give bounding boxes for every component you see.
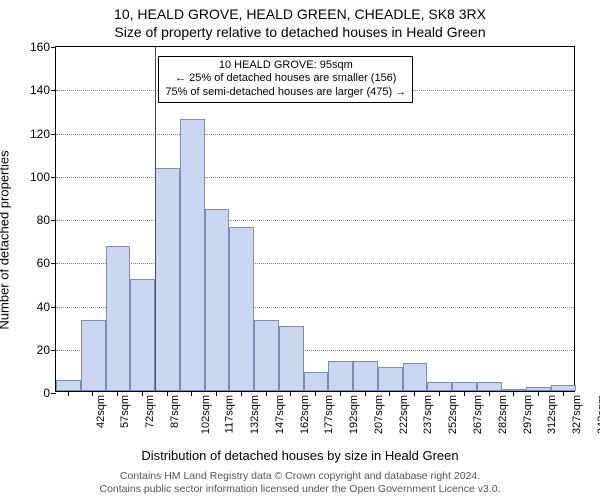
ytick-label: 160 (30, 40, 50, 54)
annotation-line2: ← 25% of detached houses are smaller (15… (165, 72, 406, 86)
histogram-bar (180, 119, 205, 391)
ytick-mark (51, 90, 56, 91)
annotation-line1: 10 HEALD GROVE: 95sqm (165, 59, 406, 73)
xtick-mark (464, 391, 465, 396)
ytick-mark (51, 134, 56, 135)
ytick-label: 100 (30, 170, 50, 184)
ytick-label: 140 (30, 83, 50, 97)
ytick-mark (51, 47, 56, 48)
xtick-label: 222sqm (398, 395, 410, 434)
grid-line (56, 220, 574, 221)
xtick-label: 87sqm (169, 395, 181, 428)
xtick-mark (142, 391, 143, 396)
histogram-bar (106, 246, 131, 391)
histogram-bar (378, 367, 403, 391)
ytick-label: 120 (30, 127, 50, 141)
xtick-label: 342sqm (596, 395, 600, 434)
reference-marker-line (155, 47, 156, 391)
xtick-label: 297sqm (522, 395, 534, 434)
chart-title-line1: 10, HEALD GROVE, HEALD GREEN, CHEADLE, S… (0, 6, 600, 22)
xtick-label: 327sqm (571, 395, 583, 434)
xtick-label: 282sqm (497, 395, 509, 434)
xtick-label: 57sqm (119, 395, 131, 428)
footer-line1: Contains HM Land Registry data © Crown c… (120, 470, 480, 482)
ytick-mark (51, 220, 56, 221)
xtick-mark (439, 391, 440, 396)
y-axis-label: Number of detached properties (0, 150, 12, 329)
xtick-label: 192sqm (348, 395, 360, 434)
xtick-mark (414, 391, 415, 396)
histogram-bar (279, 326, 304, 391)
xtick-mark (340, 391, 341, 396)
histogram-bar (81, 320, 106, 391)
xtick-label: 177sqm (324, 395, 336, 434)
ytick-label: 20 (37, 343, 50, 357)
xtick-label: 102sqm (200, 395, 212, 434)
ytick-mark (51, 263, 56, 264)
histogram-bar (452, 382, 477, 391)
histogram-bar (403, 363, 428, 391)
xtick-label: 237sqm (423, 395, 435, 434)
xtick-mark (266, 391, 267, 396)
ytick-label: 0 (43, 386, 50, 400)
xtick-label: 132sqm (249, 395, 261, 434)
histogram-bar (205, 209, 230, 391)
x-axis-label: Distribution of detached houses by size … (0, 448, 600, 463)
xtick-mark (489, 391, 490, 396)
histogram-bar (254, 320, 279, 391)
ytick-mark (51, 350, 56, 351)
histogram-bar (477, 382, 502, 391)
xtick-mark (389, 391, 390, 396)
chart-container: 10, HEALD GROVE, HEALD GREEN, CHEADLE, S… (0, 0, 600, 500)
annotation-line3: 75% of semi-detached houses are larger (… (165, 86, 406, 100)
xtick-label: 252sqm (447, 395, 459, 434)
xtick-label: 267sqm (472, 395, 484, 434)
grid-line (56, 134, 574, 135)
xtick-mark (241, 391, 242, 396)
xtick-mark (538, 391, 539, 396)
ytick-mark (51, 307, 56, 308)
ytick-label: 40 (37, 300, 50, 314)
xtick-mark (216, 391, 217, 396)
xtick-mark (68, 391, 69, 396)
xtick-label: 162sqm (299, 395, 311, 434)
xtick-mark (290, 391, 291, 396)
xtick-label: 147sqm (274, 395, 286, 434)
plot-area: 02040608010012014016042sqm57sqm72sqm87sq… (55, 46, 575, 392)
xtick-mark (513, 391, 514, 396)
xtick-mark (315, 391, 316, 396)
xtick-label: 117sqm (224, 395, 236, 433)
xtick-mark (191, 391, 192, 396)
histogram-bar (353, 361, 378, 391)
footer-line2: Contains public sector information licen… (100, 483, 501, 495)
xtick-mark (365, 391, 366, 396)
histogram-bar (130, 279, 155, 391)
xtick-mark (117, 391, 118, 396)
xtick-mark (92, 391, 93, 396)
xtick-mark (167, 391, 168, 396)
xtick-label: 42sqm (95, 395, 107, 428)
xtick-mark (563, 391, 564, 396)
footer-attribution: Contains HM Land Registry data © Crown c… (0, 470, 600, 496)
ytick-mark (51, 393, 56, 394)
ytick-label: 80 (37, 213, 50, 227)
histogram-bar (155, 168, 180, 391)
xtick-label: 207sqm (373, 395, 385, 434)
grid-line (56, 263, 574, 264)
xtick-label: 312sqm (546, 395, 558, 434)
histogram-bar (328, 361, 353, 391)
ytick-mark (51, 177, 56, 178)
xtick-label: 72sqm (144, 395, 156, 428)
grid-line (56, 177, 574, 178)
annotation-box: 10 HEALD GROVE: 95sqm← 25% of detached h… (158, 56, 413, 103)
histogram-bar (304, 372, 329, 391)
histogram-bar (427, 382, 452, 391)
chart-title-line2: Size of property relative to detached ho… (0, 24, 600, 40)
histogram-bar (229, 227, 254, 391)
histogram-bar (56, 380, 81, 391)
ytick-label: 60 (37, 256, 50, 270)
